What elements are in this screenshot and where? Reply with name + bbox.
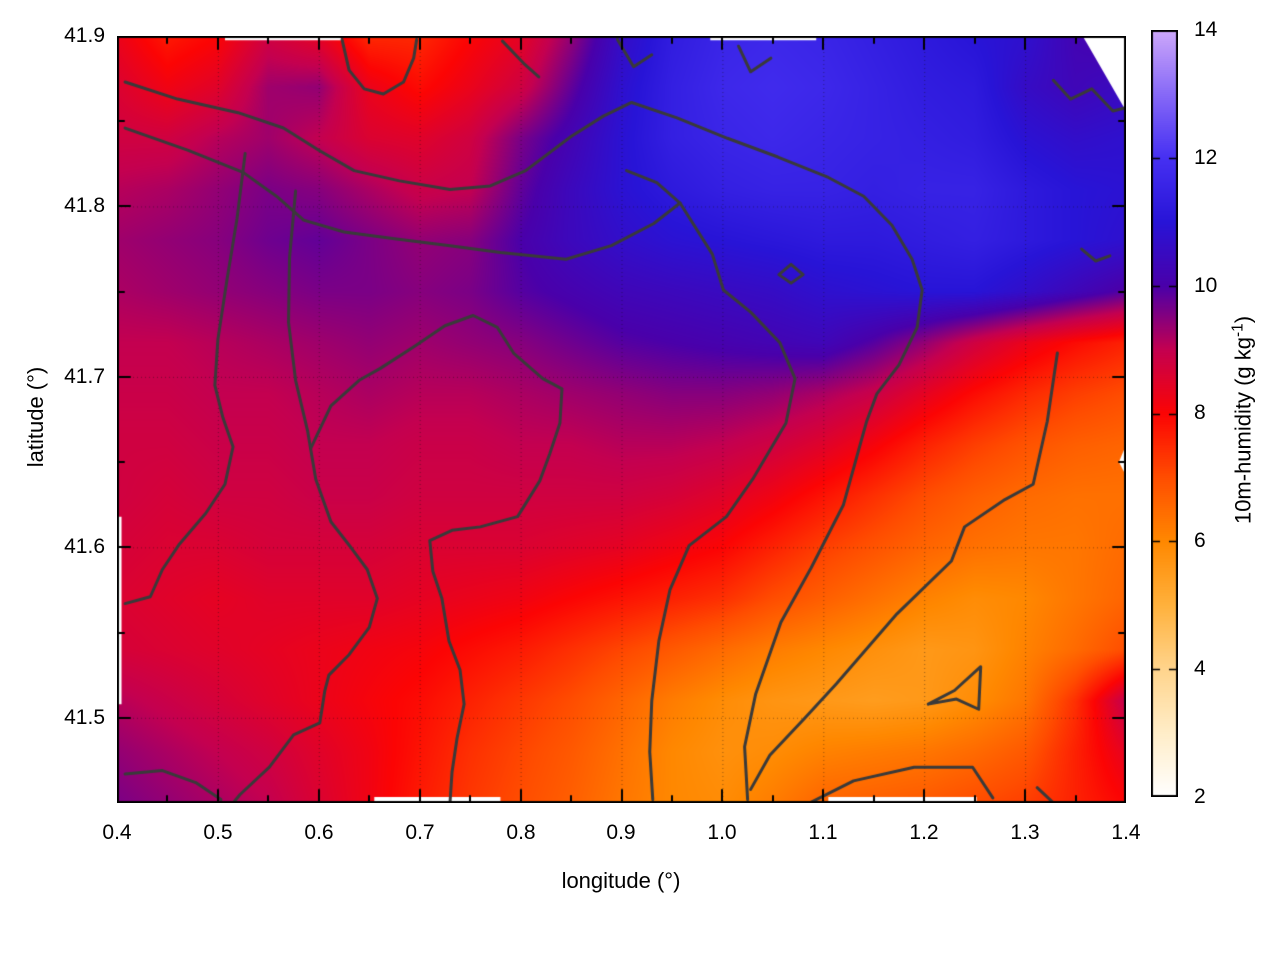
- x-tick-label: 0.6: [304, 821, 334, 844]
- colorbar-title-close: ): [1230, 315, 1256, 324]
- x-tick-label: 1.4: [1111, 821, 1141, 844]
- x-axis-title: longitude (°): [561, 868, 681, 893]
- colorbar-title-sup: -1: [1229, 323, 1247, 337]
- x-tick-label: 0.7: [405, 821, 435, 844]
- x-tick-label: 0.5: [203, 821, 233, 844]
- x-tick-label: 0.9: [606, 821, 636, 844]
- x-tick-label: 0.4: [102, 821, 132, 844]
- cb-tick-label: 10: [1194, 274, 1218, 297]
- y-axis-title: latitude (°): [23, 366, 48, 468]
- cb-tick-label: 12: [1194, 146, 1218, 169]
- colorbar-canvas: [1151, 30, 1178, 797]
- x-tick-label: 1.0: [707, 821, 737, 844]
- y-tick-label: 41.6: [64, 535, 105, 558]
- x-tick-label: 1.2: [909, 821, 939, 844]
- cb-tick-label: 4: [1194, 657, 1206, 680]
- cb-tick-label: 2: [1194, 785, 1206, 808]
- colorbar-title-text: 10m-humidity (g kg: [1230, 336, 1256, 525]
- cb-tick-label: 14: [1194, 18, 1218, 41]
- y-tick-label: 41.5: [64, 706, 105, 729]
- colorbar-title: 10m-humidity (g kg-1): [1229, 316, 1256, 524]
- heatmap-canvas: [117, 36, 1126, 803]
- cb-tick-label: 8: [1194, 401, 1206, 424]
- x-tick-label: 0.8: [506, 821, 536, 844]
- y-tick-label: 41.8: [64, 194, 105, 217]
- y-tick-label: 41.7: [64, 365, 105, 388]
- x-tick-label: 1.1: [808, 821, 838, 844]
- y-tick-label: 41.9: [64, 24, 105, 47]
- cb-tick-label: 6: [1194, 529, 1206, 552]
- x-tick-label: 1.3: [1010, 821, 1040, 844]
